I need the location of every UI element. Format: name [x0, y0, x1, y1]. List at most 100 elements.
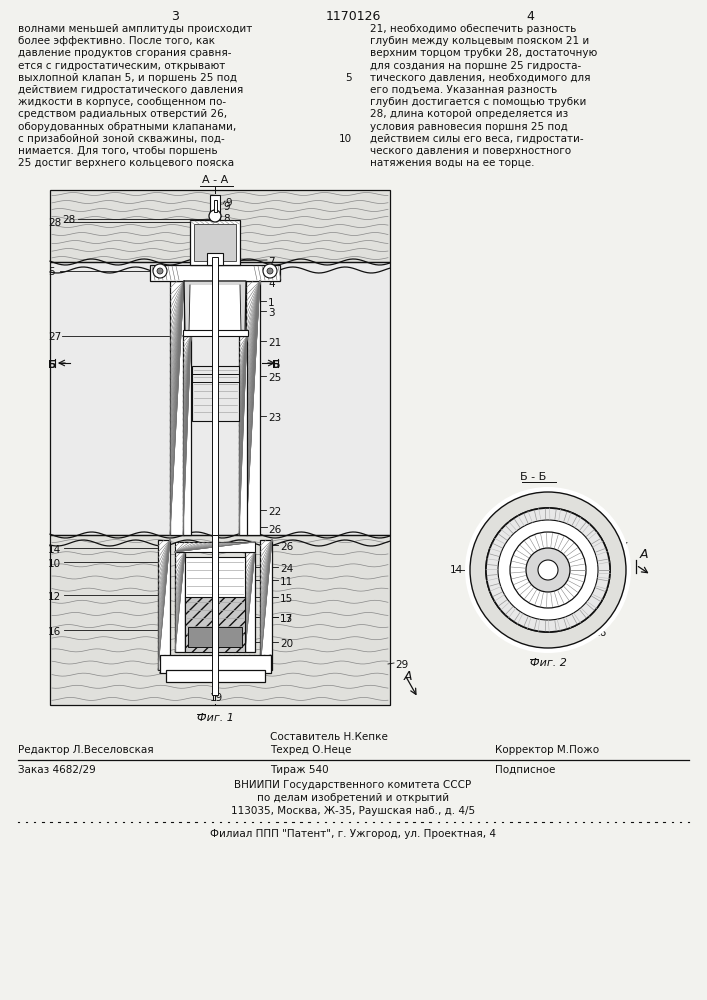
Text: 4: 4 — [268, 279, 274, 289]
Circle shape — [526, 548, 570, 592]
Bar — [194, 224, 236, 261]
Text: A: A — [640, 548, 648, 561]
Bar — [212, 535, 218, 695]
Text: ется с гидростатическим, открывают: ется с гидростатическим, открывают — [18, 61, 226, 71]
Text: А - А: А - А — [202, 175, 228, 185]
Text: оборудованных обратными клапанами,: оборудованных обратными клапанами, — [18, 122, 236, 132]
Circle shape — [498, 520, 598, 620]
Text: 5: 5 — [48, 267, 54, 277]
Text: Б: Б — [48, 360, 57, 370]
Text: выхлопной клапан 5, и поршень 25 под: выхлопной клапан 5, и поршень 25 под — [18, 73, 237, 83]
Text: 1170126: 1170126 — [325, 10, 380, 23]
Text: Подписное: Подписное — [495, 765, 556, 775]
Text: по делам изобретений и открытий: по делам изобретений и открытий — [257, 793, 449, 803]
Text: Заказ 4682/29: Заказ 4682/29 — [18, 765, 95, 775]
Bar — [183, 330, 248, 336]
Text: 14: 14 — [450, 565, 463, 575]
Text: условия равновесия поршня 25 под: условия равновесия поршня 25 под — [370, 122, 568, 132]
Text: его подъема. Указанная разность: его подъема. Указанная разность — [370, 85, 557, 95]
Text: давление продуктов сгорания сравня-: давление продуктов сгорания сравня- — [18, 48, 231, 58]
Bar — [50, 190, 390, 262]
Bar — [175, 542, 255, 552]
Text: Составитель Н.Кепке: Составитель Н.Кепке — [270, 732, 388, 742]
Bar — [260, 540, 272, 670]
Text: Редактор Л.Веселовская: Редактор Л.Веселовская — [18, 745, 153, 755]
Text: 28: 28 — [48, 218, 62, 228]
Text: 3: 3 — [171, 10, 179, 23]
Circle shape — [263, 264, 277, 278]
Bar — [166, 670, 265, 682]
Text: Техред О.Неце: Техред О.Неце — [270, 745, 351, 755]
Text: 4: 4 — [526, 10, 534, 23]
Text: 9: 9 — [225, 198, 232, 208]
Bar — [185, 597, 245, 652]
Circle shape — [486, 508, 610, 632]
Circle shape — [209, 210, 221, 222]
Text: средством радиальных отверстий 26,: средством радиальных отверстий 26, — [18, 109, 227, 119]
Circle shape — [465, 487, 631, 653]
Text: 29: 29 — [395, 660, 408, 670]
Text: натяжения воды на ее торце.: натяжения воды на ее торце. — [370, 158, 534, 168]
Text: действием гидростатического давления: действием гидростатического давления — [18, 85, 243, 95]
Text: 27: 27 — [615, 542, 629, 552]
Bar — [50, 262, 390, 535]
Text: 10: 10 — [48, 559, 61, 569]
Text: 25 достиг верхнего кольцевого пояска: 25 достиг верхнего кольцевого пояска — [18, 158, 234, 168]
Bar — [175, 552, 185, 652]
Text: глубин между кольцевым пояском 21 и: глубин между кольцевым пояском 21 и — [370, 36, 589, 46]
Text: 9: 9 — [223, 202, 230, 212]
Bar — [190, 220, 240, 265]
Bar — [50, 262, 390, 535]
Text: нимается. Для того, чтобы поршень: нимается. Для того, чтобы поршень — [18, 146, 218, 156]
Bar — [185, 557, 245, 652]
Text: Фиг. 2: Фиг. 2 — [530, 658, 567, 668]
Bar — [158, 540, 170, 670]
Circle shape — [510, 532, 586, 608]
Text: ВНИИПИ Государственного комитета СССР: ВНИИПИ Государственного комитета СССР — [235, 780, 472, 790]
Text: 17: 17 — [280, 614, 293, 624]
Text: 5: 5 — [346, 73, 352, 83]
Text: с призабойной зоной скважины, под-: с призабойной зоной скважины, под- — [18, 134, 225, 144]
Text: 27: 27 — [48, 332, 62, 342]
Text: 22: 22 — [268, 507, 281, 517]
Text: верхним торцом трубки 28, достаточную: верхним торцом трубки 28, достаточную — [370, 48, 597, 58]
Text: 2: 2 — [268, 266, 274, 276]
Text: 26: 26 — [268, 525, 281, 535]
Text: 28: 28 — [62, 215, 75, 225]
Circle shape — [267, 268, 273, 274]
Text: 113035, Москва, Ж-35, Раушская наб., д. 4/5: 113035, Москва, Ж-35, Раушская наб., д. … — [231, 806, 475, 816]
Text: тического давления, необходимого для: тического давления, необходимого для — [370, 73, 590, 83]
Polygon shape — [184, 281, 246, 336]
Bar — [210, 195, 220, 257]
Text: 15: 15 — [280, 594, 293, 604]
Bar — [214, 200, 216, 212]
Text: жидкости в корпусе, сообщенном по-: жидкости в корпусе, сообщенном по- — [18, 97, 226, 107]
Text: 20: 20 — [280, 639, 293, 649]
Bar — [170, 281, 184, 535]
Text: Тираж 540: Тираж 540 — [270, 765, 329, 775]
Text: 8: 8 — [223, 214, 230, 224]
Bar — [192, 366, 239, 421]
Text: волнами меньшей амплитуды происходит: волнами меньшей амплитуды происходит — [18, 24, 252, 34]
Text: 10: 10 — [339, 134, 352, 144]
Text: 11: 11 — [280, 577, 293, 587]
Text: для создания на поршне 25 гидроста-: для создания на поршне 25 гидроста- — [370, 61, 581, 71]
Text: 13: 13 — [280, 614, 293, 624]
Bar — [207, 253, 223, 265]
Bar — [212, 257, 218, 535]
Text: 14: 14 — [48, 545, 62, 555]
Text: 24: 24 — [280, 564, 293, 574]
Circle shape — [538, 560, 558, 580]
Text: 28, длина которой определяется из: 28, длина которой определяется из — [370, 109, 568, 119]
Text: 1: 1 — [268, 298, 274, 308]
Text: более эффективно. После того, как: более эффективно. После того, как — [18, 36, 215, 46]
Text: 19: 19 — [210, 693, 223, 703]
Circle shape — [153, 264, 167, 278]
Bar — [160, 655, 271, 673]
Bar — [246, 281, 260, 535]
Text: Фиг. 1: Фиг. 1 — [197, 713, 234, 723]
Bar — [150, 265, 280, 281]
Text: 23: 23 — [268, 413, 281, 423]
Circle shape — [486, 508, 610, 632]
Text: 26: 26 — [280, 542, 293, 552]
